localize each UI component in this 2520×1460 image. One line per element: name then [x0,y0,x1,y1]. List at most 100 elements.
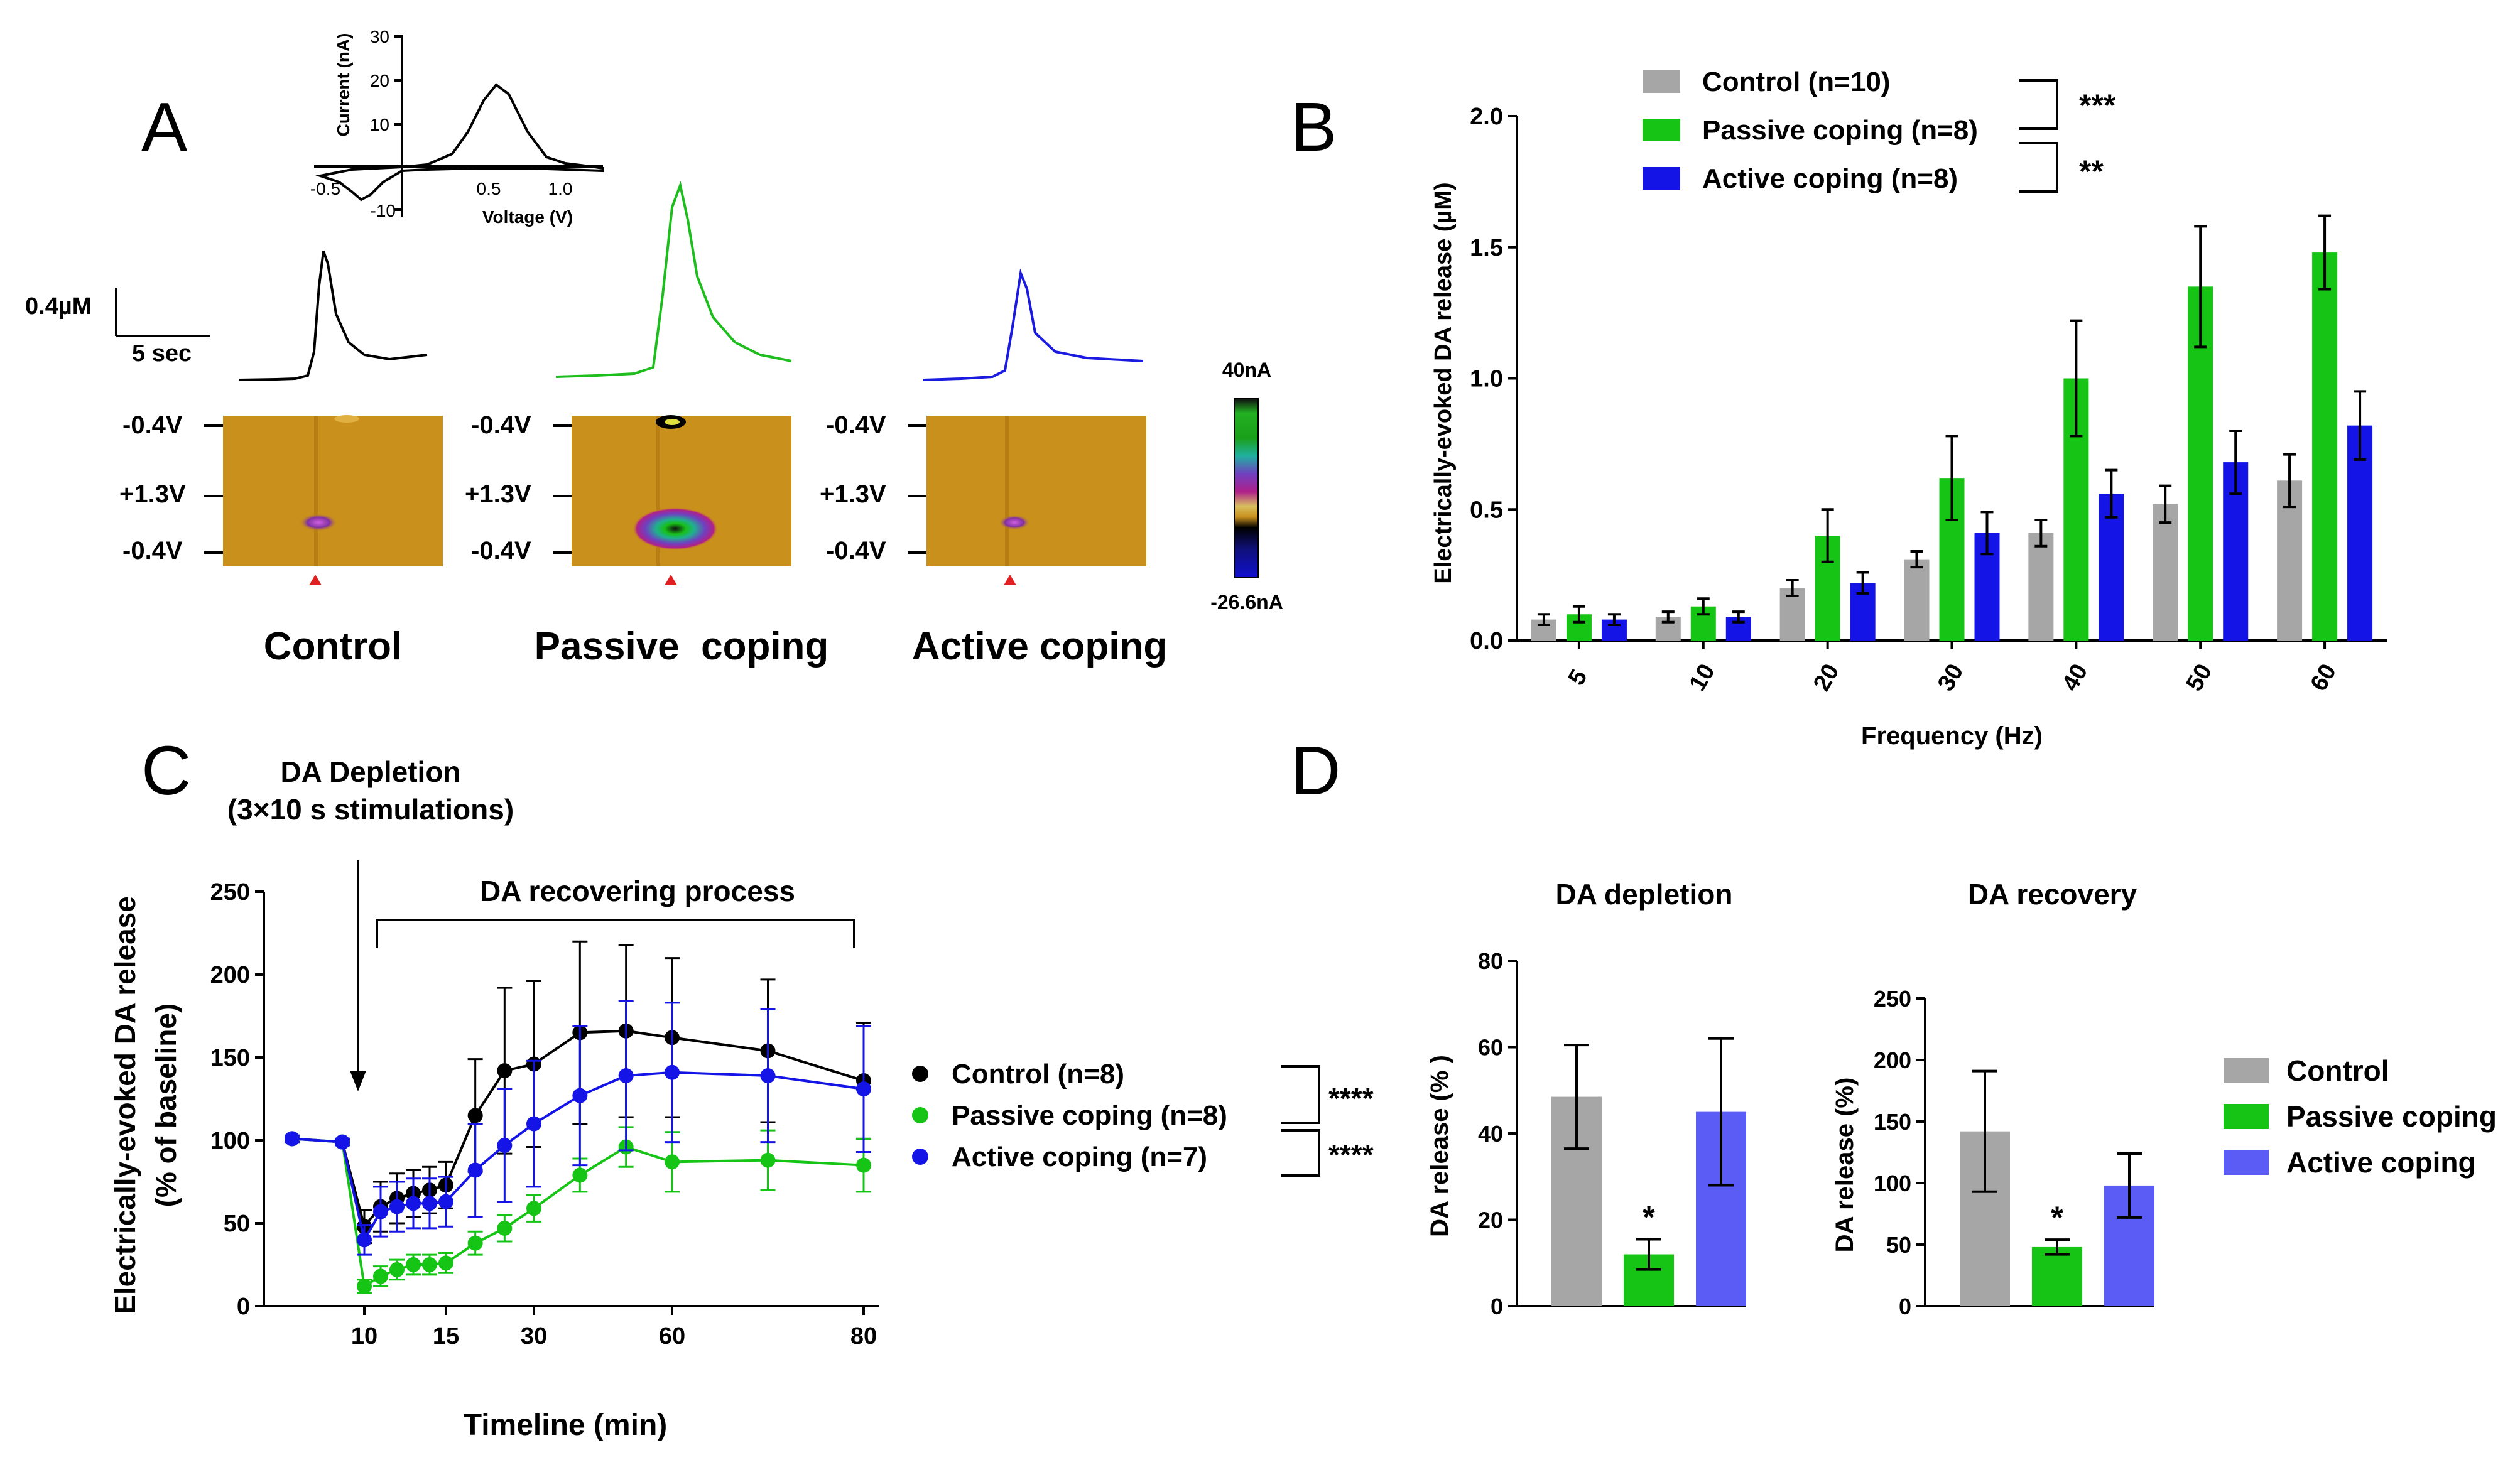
legend-swatch [2224,1104,2269,1129]
data-point [760,1068,776,1084]
panel-c: C DA Depletion (3×10 s stimulations) DA … [109,732,1374,1442]
x-tick-label: 10 [351,1323,377,1349]
data-point [618,1068,634,1084]
data-point [526,1201,541,1216]
y-axis-label: Electrically-evoked DA release (µM) [1430,182,1457,583]
data-point [389,1262,405,1277]
y-axis-label-2: (% of baseline) [149,1003,182,1208]
x-tick-label: 60 [659,1323,685,1349]
voltage-label: -0.4V [826,411,886,439]
panel-b-letter: B [1291,89,1337,166]
colorbar-max: 40nA [1222,359,1271,381]
cv-xlabel: Voltage (V) [482,207,573,227]
x-tick-label: 15 [433,1323,459,1349]
chart-title: DA recovery [1968,878,2137,911]
x-tick-label: 40 [2057,659,2094,696]
x-tick-label: 30 [521,1323,547,1349]
data-point [526,1116,541,1132]
voltage-label: +1.3V [119,480,186,508]
legend-marker [912,1149,928,1165]
bar [2347,425,2373,641]
data-point [856,1081,871,1097]
legend-swatch [2224,1058,2269,1083]
bar [1904,559,1930,641]
scale-concentration: 0.4µM [25,293,92,320]
panel-d-letter: D [1291,732,1340,809]
legend-label: Active coping [2286,1146,2476,1179]
data-point [467,1162,483,1178]
significance-star: **** [1328,1082,1374,1115]
series-line [291,1029,864,1230]
depletion-title: DA Depletion [280,755,460,788]
stim-marker [1004,575,1016,585]
x-tick-label: 20 [1808,659,1845,696]
data-point [406,1257,421,1272]
y-tick-label: 60 [1478,1035,1503,1061]
data-point [335,1134,350,1150]
significance-c: **** **** [1281,1065,1374,1177]
data-point [285,1131,300,1147]
series-line [291,1071,864,1243]
group-label-control: Control [264,625,402,668]
y-tick-label: 0.5 [1470,497,1503,523]
data-point [467,1235,483,1251]
cv-xtick: 1.0 [548,179,573,198]
cv-ytick: 10 [370,115,389,134]
recovery-bracket [376,919,855,948]
cv-xtick: -0.5 [310,179,340,198]
y-tick-label: 1.5 [1470,235,1503,261]
bar [2153,504,2178,641]
data-point [665,1154,680,1170]
legend-d: Control Passive coping Active coping [2224,1054,2497,1179]
data-point [497,1220,513,1236]
data-point [497,1063,513,1079]
legend-label: Control (n=8) [952,1059,1124,1090]
cv-ytick: 20 [370,71,389,90]
y-tick-label: 20 [1478,1208,1503,1233]
y-axis-label: Electrically-evoked DA release [109,896,141,1314]
legend-label: Active coping (n=7) [952,1142,1207,1172]
data-point [856,1157,871,1173]
y-tick-label: 0 [1899,1294,1911,1319]
x-tick-label: 80 [850,1323,877,1349]
data-point [373,1268,388,1284]
y-tick-label: 50 [224,1211,250,1237]
y-tick-label: 50 [1886,1232,1911,1258]
x-axis-label: Frequency (Hz) [1861,722,2043,750]
legend-marker [912,1107,928,1123]
y-tick-label: 0 [237,1294,250,1320]
x-tick-label: 30 [1933,659,1969,696]
cv-curve [315,83,604,202]
data-point [572,1167,588,1183]
heatmap-passive [572,415,791,566]
x-axis-label: Timeline (min) [464,1409,668,1442]
legend-swatch [1643,167,1680,190]
y-axis-label: DA release (% ) [1426,1055,1453,1237]
legend-label: Passive coping (n=8) [1702,115,1978,146]
significance-star: * [1643,1199,1655,1235]
voltage-labels-control: -0.4V +1.3V -0.4V [119,411,223,565]
panel-c-letter: C [141,732,191,809]
voltage-label: +1.3V [820,480,886,508]
legend-marker [912,1066,928,1082]
stim-marker [665,575,677,585]
x-tick-label: 10 [1684,659,1720,696]
data-point [357,1232,372,1248]
significance-b: *** ** [2019,79,2116,193]
trace-passive [555,180,792,378]
panel-a-letter: A [141,89,188,166]
data-point [438,1194,453,1209]
scale-bar: 0.4µM 5 sec [25,288,210,367]
y-tick-label: 1.0 [1470,366,1503,392]
chart-c: 0 50 100 150 200 250 10 15 30 60 80 Timeline (min) E… [109,879,879,1442]
y-axis-label: DA release (%) [1831,1078,1859,1253]
legend-label: Control [2286,1054,2389,1087]
legend-swatch [2224,1150,2269,1175]
y-tick-label: 250 [210,879,250,906]
legend-swatch [1643,119,1680,141]
voltage-label: -0.4V [122,537,183,565]
data-point [406,1196,421,1211]
recovery-label: DA recovering process [480,875,795,907]
y-tick-label: 0.0 [1470,628,1503,654]
significance-star: *** [2079,88,2116,123]
